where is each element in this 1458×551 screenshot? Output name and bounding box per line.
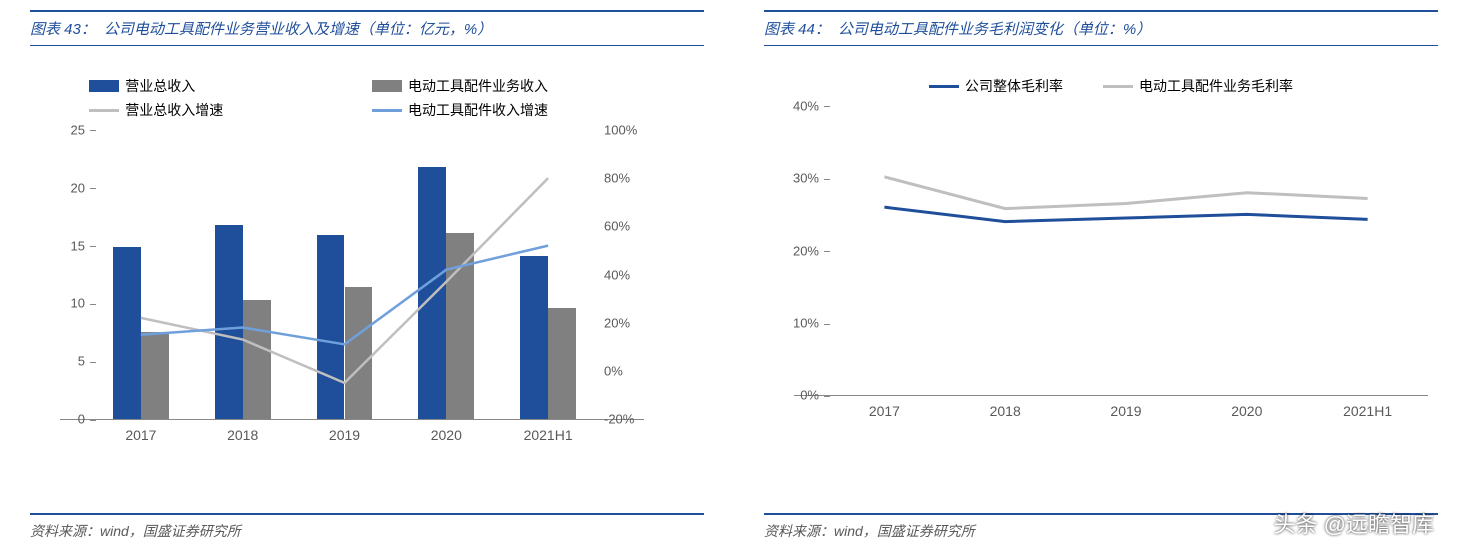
chart-source: 资料来源：wind，国盛证券研究所 bbox=[30, 513, 704, 541]
chart-title: 公司电动工具配件业务毛利润变化（单位：%） bbox=[838, 18, 1151, 39]
chart-title: 公司电动工具配件业务营业收入及增速（单位：亿元，%） bbox=[104, 18, 492, 39]
y2-axis-label: 80% bbox=[604, 171, 659, 186]
chart-panel-right: 图表 44： 公司电动工具配件业务毛利润变化（单位：%） 公司整体毛利率 电动工具… bbox=[764, 10, 1438, 541]
y2-axis-label: 0% bbox=[604, 363, 659, 378]
y-axis-label: 10 bbox=[40, 296, 85, 311]
chart-legend: 公司整体毛利率 电动工具配件业务毛利率 bbox=[794, 76, 1428, 96]
y2-axis-label: -20% bbox=[604, 412, 659, 427]
legend-item: 电动工具配件业务收入 bbox=[372, 76, 615, 96]
y2-axis-label: 20% bbox=[604, 315, 659, 330]
x-axis-label: 2021H1 bbox=[1343, 403, 1392, 419]
line-series bbox=[141, 178, 548, 383]
legend-label: 公司整体毛利率 bbox=[965, 76, 1063, 96]
y-axis-label: 40% bbox=[774, 99, 819, 114]
legend-label: 电动工具配件业务毛利率 bbox=[1139, 76, 1293, 96]
legend-swatch-line bbox=[1103, 85, 1133, 88]
chart-number: 图表 44： bbox=[764, 18, 830, 39]
x-axis-label: 2019 bbox=[329, 427, 360, 443]
legend-swatch-line bbox=[89, 109, 119, 112]
chart-number: 图表 43： bbox=[30, 18, 96, 39]
y2-axis-label: 100% bbox=[604, 123, 659, 138]
legend-swatch-box bbox=[372, 80, 402, 92]
legend-item: 电动工具配件收入增速 bbox=[372, 100, 615, 120]
x-axis-label: 2020 bbox=[431, 427, 462, 443]
y-axis-label: 30% bbox=[774, 171, 819, 186]
y2-axis-label: 60% bbox=[604, 219, 659, 234]
chart-plot: 20172018201920202021H1 0%10%20%30%40% bbox=[794, 106, 1428, 396]
chart-title-bar: 图表 44： 公司电动工具配件业务毛利润变化（单位：%） bbox=[764, 10, 1438, 46]
x-axis-label: 2018 bbox=[227, 427, 258, 443]
x-axis-label: 2018 bbox=[990, 403, 1021, 419]
chart-plot: 20172018201920202021H1 0510152025-20%0%2… bbox=[60, 130, 644, 420]
y-axis-label: 20 bbox=[40, 180, 85, 195]
legend-item: 电动工具配件业务毛利率 bbox=[1103, 76, 1293, 96]
y-axis-label: 0 bbox=[40, 412, 85, 427]
chart-area-left: 营业总收入电动工具配件业务收入营业总收入增速电动工具配件收入增速 2017201… bbox=[30, 76, 704, 483]
chart-panel-left: 图表 43： 公司电动工具配件业务营业收入及增速（单位：亿元，%） 营业总收入电… bbox=[30, 10, 704, 541]
x-axis-label: 2020 bbox=[1231, 403, 1262, 419]
chart-title-bar: 图表 43： 公司电动工具配件业务营业收入及增速（单位：亿元，%） bbox=[30, 10, 704, 46]
y-axis-label: 5 bbox=[40, 354, 85, 369]
legend-item: 营业总收入 bbox=[89, 76, 332, 96]
legend-label: 电动工具配件业务收入 bbox=[408, 76, 548, 96]
y-axis-label: 15 bbox=[40, 238, 85, 253]
legend-item: 营业总收入增速 bbox=[89, 100, 332, 120]
line-series bbox=[884, 177, 1367, 209]
chart-area-right: 公司整体毛利率电动工具配件业务毛利率 20172018201920202021H… bbox=[764, 76, 1438, 483]
chart-legend: 营业总收入 电动工具配件业务收入营业总收入增速 电动工具配件收入增速 bbox=[89, 76, 615, 120]
y-axis-label: 0% bbox=[774, 388, 819, 403]
legend-label: 电动工具配件收入增速 bbox=[408, 100, 548, 120]
x-axis-label: 2017 bbox=[869, 403, 900, 419]
x-axis-label: 2019 bbox=[1110, 403, 1141, 419]
y-axis-label: 10% bbox=[774, 315, 819, 330]
legend-swatch-line bbox=[372, 109, 402, 112]
legend-label: 营业总收入增速 bbox=[125, 100, 223, 120]
chart-source: 资料来源：wind，国盛证券研究所 bbox=[764, 513, 1438, 541]
line-series bbox=[884, 207, 1367, 221]
y-axis-label: 25 bbox=[40, 123, 85, 138]
y-axis-label: 20% bbox=[774, 243, 819, 258]
legend-label: 营业总收入 bbox=[125, 76, 195, 96]
legend-swatch-line bbox=[929, 85, 959, 88]
y2-axis-label: 40% bbox=[604, 267, 659, 282]
legend-swatch-box bbox=[89, 80, 119, 92]
x-axis-label: 2017 bbox=[125, 427, 156, 443]
line-series bbox=[141, 246, 548, 345]
legend-item: 公司整体毛利率 bbox=[929, 76, 1063, 96]
x-axis-label: 2021H1 bbox=[524, 427, 573, 443]
